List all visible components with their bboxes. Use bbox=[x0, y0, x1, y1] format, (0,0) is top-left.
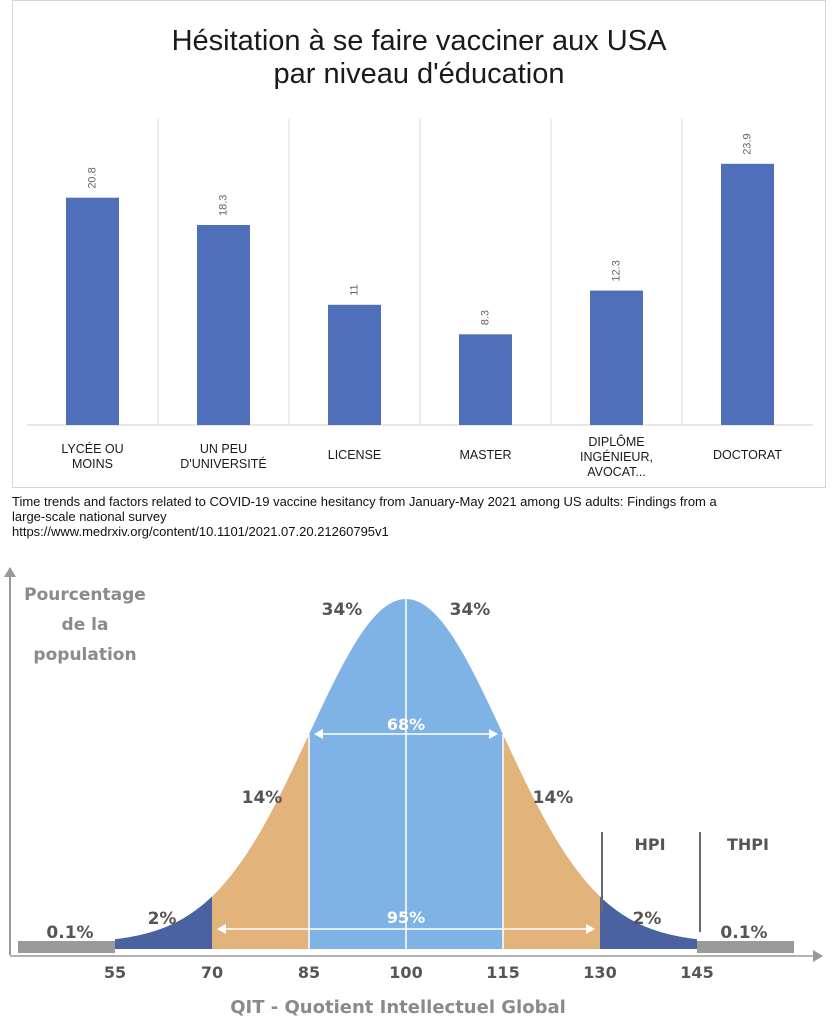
bar bbox=[721, 163, 774, 426]
x-tick-label: 55 bbox=[104, 963, 126, 982]
tail-band bbox=[18, 941, 115, 953]
region-percent-label: 0.1% bbox=[46, 923, 93, 943]
bar-value-label: 8.3 bbox=[479, 310, 491, 325]
region-percent-label: 2% bbox=[148, 909, 177, 929]
category-label: AVOCAT... bbox=[587, 465, 646, 479]
x-tick-label: 130 bbox=[583, 963, 616, 982]
span-68-label: 68% bbox=[387, 715, 425, 734]
thpi-label: THPI bbox=[727, 835, 769, 854]
category-label: MASTER bbox=[459, 448, 511, 462]
distribution-region bbox=[600, 896, 697, 949]
category-label: DIPLÔME bbox=[588, 434, 644, 449]
region-percent-label: 14% bbox=[242, 788, 283, 808]
hpi-label: HPI bbox=[634, 835, 665, 854]
x-tick-label: 145 bbox=[680, 963, 713, 982]
bar-value-label: 12.3 bbox=[610, 260, 622, 281]
bar-value-label: 20.8 bbox=[86, 167, 98, 188]
distribution-region bbox=[212, 734, 309, 949]
x-tick-label: 115 bbox=[486, 963, 519, 982]
source-url: https://www.medrxiv.org/content/10.1101/… bbox=[12, 524, 389, 539]
region-percent-label: 0.1% bbox=[720, 923, 767, 943]
category-label: D'UNIVERSITÉ bbox=[180, 456, 266, 471]
bar-value-label: 23.9 bbox=[741, 133, 753, 154]
region-percent-label: 34% bbox=[450, 600, 491, 620]
x-tick-label: 85 bbox=[298, 963, 320, 982]
tail-band bbox=[697, 941, 794, 953]
bar-chart-subtitle: par niveau d'éducation bbox=[273, 58, 565, 90]
y-axis-title: de la bbox=[62, 615, 109, 635]
y-axis-title: Pourcentage bbox=[24, 585, 146, 605]
bell-curve-plot: 68% 95% 0.1% 2% 14% 34% 34% 14% 2% 0.1% HPI THPI 55 7… bbox=[3, 567, 823, 1018]
distribution-region bbox=[406, 599, 503, 949]
bar bbox=[197, 225, 250, 425]
category-label: LICENSE bbox=[328, 448, 382, 462]
x-tick-label: 70 bbox=[201, 963, 223, 982]
bar-chart-panel: Hésitation à se faire vacciner aux USA p… bbox=[12, 0, 826, 488]
region-percent-label: 2% bbox=[633, 909, 662, 929]
source-citation: Time trends and factors related to COVID… bbox=[12, 494, 824, 539]
bar bbox=[328, 304, 381, 425]
region-percent-label: 34% bbox=[322, 600, 363, 620]
category-label: UN PEU bbox=[200, 442, 247, 456]
category-label: LYCÉE OU bbox=[61, 441, 123, 456]
bar bbox=[590, 290, 643, 425]
category-label: INGÉNIEUR, bbox=[580, 449, 653, 464]
x-axis-title: QIT - Quotient Intellectuel Global bbox=[230, 997, 566, 1018]
bar-value-label: 11 bbox=[348, 284, 360, 295]
span-95-label: 95% bbox=[387, 908, 425, 927]
y-axis-title: population bbox=[33, 645, 136, 665]
category-label: MOINS bbox=[72, 457, 113, 471]
category-label: DOCTORAT bbox=[713, 448, 782, 462]
distribution-region bbox=[503, 734, 600, 949]
x-tick-label: 100 bbox=[389, 963, 422, 982]
source-line-1: Time trends and factors related to COVID… bbox=[12, 494, 717, 509]
region-percent-label: 14% bbox=[533, 788, 574, 808]
bar bbox=[66, 197, 119, 425]
source-line-2: large-scale national survey bbox=[12, 509, 167, 524]
bar bbox=[459, 334, 512, 425]
distribution-region bbox=[115, 896, 212, 949]
bar-value-label: 18.3 bbox=[217, 195, 229, 216]
bar-chart-title: Hésitation à se faire vacciner aux USA bbox=[171, 25, 667, 57]
bell-curve-panel: 68% 95% 0.1% 2% 14% 34% 34% 14% 2% 0.1% HPI THPI 55 7… bbox=[0, 560, 836, 1024]
distribution-region bbox=[309, 599, 406, 949]
